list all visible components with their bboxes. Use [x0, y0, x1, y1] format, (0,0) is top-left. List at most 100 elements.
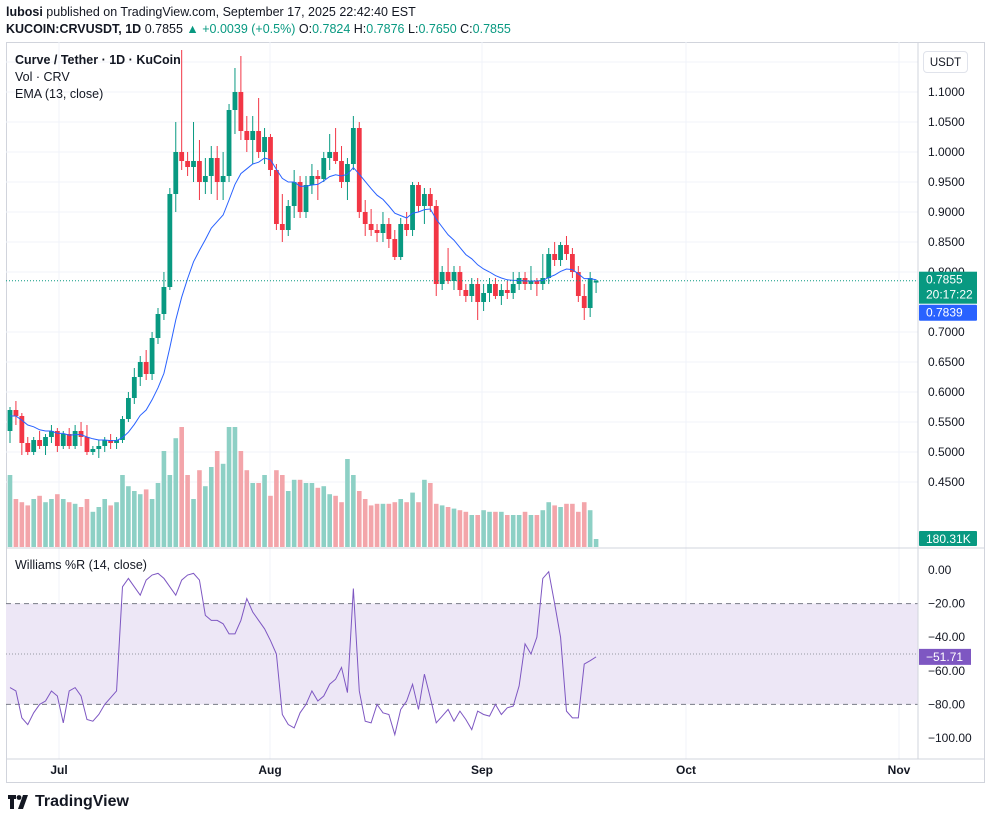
volume-bar [155, 483, 161, 547]
volume-bar [179, 427, 184, 547]
brand-text: TradingView [35, 793, 129, 810]
candle-body [380, 224, 386, 233]
williams-value-badge: −51.71 [926, 650, 963, 664]
candle-body [327, 152, 333, 158]
volume-bar [493, 511, 498, 547]
candle-body [43, 437, 48, 446]
volume-bar [303, 483, 309, 547]
williams-tick-label: 0.00 [928, 563, 952, 577]
volume-bar [339, 502, 344, 547]
candle-body [155, 314, 161, 338]
candle-body [232, 92, 238, 110]
volume-bar [445, 507, 451, 547]
volume-bar [13, 499, 19, 547]
candle-body [321, 158, 327, 179]
candle-body [593, 280, 599, 283]
candle-body [268, 137, 273, 170]
williams-tick-label: −80.00 [928, 697, 965, 711]
candle-body [427, 194, 433, 206]
candle-body [368, 224, 374, 230]
volume-bar [126, 486, 131, 547]
ema-value-badge-bg [919, 304, 977, 321]
currency-button[interactable]: USDT [923, 51, 968, 73]
candle-body [493, 284, 498, 296]
candle-body [185, 161, 190, 167]
tradingview-logo[interactable]: TradingView [8, 793, 129, 811]
volume-bar [238, 451, 244, 547]
williams-legend[interactable]: Williams %R (14, close) [15, 558, 147, 572]
volume-bar [197, 470, 202, 547]
candle-body [558, 245, 563, 260]
volume-bar [191, 499, 196, 547]
candle-body [350, 128, 356, 164]
volume-bar [90, 511, 96, 547]
candle-body [161, 287, 167, 314]
williams-tick-label: −60.00 [928, 664, 965, 678]
candle-body [179, 152, 185, 161]
volume-bar [203, 486, 208, 547]
low-label: L: [408, 22, 419, 36]
volume-bar [66, 502, 72, 547]
volume-bar [214, 451, 220, 547]
x-tick-label: Oct [676, 763, 696, 777]
candle-body [149, 338, 155, 374]
volume-bar [558, 507, 563, 547]
candle-body [422, 194, 427, 206]
volume-bar [499, 511, 504, 547]
chart-legend: Curve / Tether · 1D · KuCoin [15, 53, 181, 67]
volume-bar [457, 510, 463, 547]
volume-bar [84, 499, 90, 547]
candle-body [552, 254, 558, 260]
volume-bar [49, 499, 54, 547]
chart-canvas[interactable]: JulAugSepOctNov1.20001.15001.10001.05001… [6, 42, 985, 783]
candle-body [49, 431, 54, 437]
volume-bar [220, 463, 226, 547]
ema-value-badge: 0.7839 [926, 306, 963, 320]
candle-body [498, 290, 504, 296]
last-price: 0.7855 [144, 22, 183, 36]
candle-body [546, 254, 552, 278]
volume-bar [327, 494, 332, 547]
y-tick-label: 1.0500 [928, 115, 965, 129]
candle-body [114, 440, 119, 443]
candle-body [19, 416, 25, 443]
volume-bar [552, 505, 557, 547]
candle-body [392, 239, 398, 257]
candle-body [131, 377, 137, 398]
candle-body [481, 293, 486, 302]
candle-body [534, 281, 540, 284]
volume-bar [262, 475, 267, 547]
candle-body [564, 245, 569, 254]
volume-bar [362, 499, 368, 547]
author-name[interactable]: lubosi [6, 5, 43, 19]
candle-body [504, 290, 510, 293]
candle-body [339, 161, 344, 182]
candle-body [96, 446, 102, 449]
candle-body [220, 176, 226, 182]
candle-body [226, 110, 232, 176]
candle-body [439, 272, 445, 284]
candle-body [404, 224, 410, 230]
candle-body [433, 206, 439, 284]
volume-bar [43, 502, 48, 547]
candle-body [108, 440, 114, 443]
volume-legend[interactable]: Vol · CRV [15, 70, 70, 84]
candle-body [445, 272, 451, 281]
last-price-badge-bg [919, 271, 977, 304]
high-value: 0.7876 [366, 22, 405, 36]
y-tick-label: 0.4500 [928, 475, 965, 489]
chart-title: Curve / Tether · 1D · KuCoin [15, 53, 181, 67]
ema-legend[interactable]: EMA (13, close) [15, 87, 104, 101]
y-tick-label: 0.9000 [928, 205, 965, 219]
y-tick-label: 0.6000 [928, 385, 965, 399]
candle-body [37, 440, 42, 446]
countdown-badge: 20:17:22 [926, 288, 973, 302]
volume-bar [374, 503, 380, 547]
candle-body [315, 176, 321, 179]
williams-tick-label: −40.00 [928, 630, 965, 644]
volume-bar [433, 503, 439, 547]
volume-bar [315, 487, 321, 547]
volume-bar [291, 479, 297, 547]
volume-bar [309, 483, 315, 547]
candle-body [167, 194, 173, 287]
